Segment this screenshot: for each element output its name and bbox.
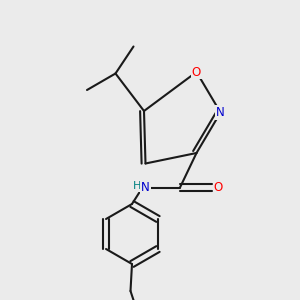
Text: N: N [141,181,150,194]
Text: N: N [216,106,225,119]
Text: H: H [133,181,141,191]
Text: O: O [192,65,201,79]
Text: O: O [214,181,223,194]
